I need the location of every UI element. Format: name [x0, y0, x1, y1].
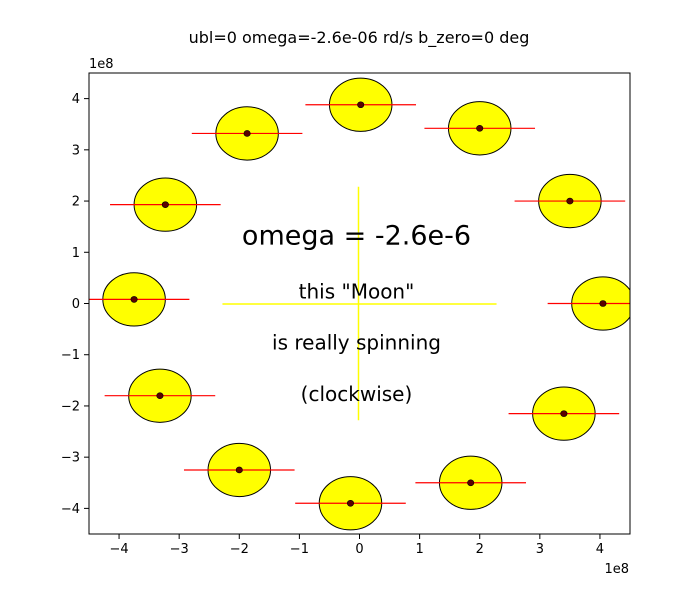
- y-tick-label: −2: [61, 399, 80, 414]
- x-tick-label: −4: [109, 542, 128, 557]
- x-tick-label: −3: [170, 542, 189, 557]
- moon-marker: [295, 476, 406, 531]
- x-tick-label: 1: [415, 542, 423, 557]
- y-axis: −4 −3 −2 −1 0 1 2 3 4: [61, 92, 89, 517]
- x-tick-label: 2: [476, 542, 484, 557]
- x-tick-label: −2: [230, 542, 249, 557]
- moon-center-dot: [357, 101, 365, 109]
- moon-marker: [110, 177, 221, 232]
- moon-center-dot: [560, 410, 568, 417]
- moon-marker: [305, 77, 417, 132]
- y-tick-label: −1: [61, 348, 80, 363]
- moon-center-dot: [156, 392, 164, 400]
- axes-frame: [88, 72, 631, 535]
- moon-marker: [547, 276, 630, 331]
- moon-center-dot: [566, 197, 574, 205]
- moon-marker: [415, 455, 527, 510]
- moon-marker: [424, 101, 536, 156]
- plot-area: [89, 77, 630, 531]
- x-tick-label: 3: [536, 542, 544, 557]
- chart-title: ubl=0 omega=-2.6e-06 rd/s b_zero=0 deg: [189, 28, 530, 48]
- x-axis: −4 −3 −2 −1 0 1 2 3 4: [109, 534, 604, 557]
- x-axis-offset-label: 1e8: [604, 562, 629, 577]
- moon-marker: [514, 173, 626, 229]
- moon-center-dot: [476, 125, 484, 132]
- moon-center-dot: [161, 201, 169, 208]
- y-tick-label: 1: [72, 246, 80, 261]
- y-tick-label: −4: [61, 502, 80, 517]
- moon-marker: [183, 442, 295, 498]
- x-tick-label: 4: [596, 542, 604, 557]
- y-tick-label: 3: [72, 143, 80, 158]
- moon-marker: [104, 368, 216, 423]
- moon-center-dot: [599, 300, 607, 307]
- y-tick-label: 2: [72, 195, 80, 210]
- moon-center-dot: [235, 466, 243, 474]
- y-axis-offset-label: 1e8: [89, 57, 114, 72]
- annotation-line1: this "Moon": [299, 279, 415, 303]
- annotation-headline: omega = -2.6e-6: [242, 221, 471, 252]
- moon-marker: [508, 386, 620, 441]
- moon-center-dot: [467, 479, 475, 487]
- moon-marker: [89, 272, 190, 327]
- moon-center-dot: [130, 296, 138, 303]
- annotation-line2: is really spinning: [272, 331, 441, 355]
- y-tick-label: −3: [61, 451, 80, 466]
- moon-marker: [191, 106, 303, 161]
- x-tick-label: −1: [290, 542, 309, 557]
- moon-center-dot: [346, 499, 354, 507]
- annotation-line3: (clockwise): [301, 382, 413, 406]
- moon-center-dot: [243, 130, 251, 137]
- y-tick-label: 0: [72, 297, 80, 312]
- y-tick-label: 4: [72, 92, 80, 107]
- x-tick-label: 0: [355, 542, 363, 557]
